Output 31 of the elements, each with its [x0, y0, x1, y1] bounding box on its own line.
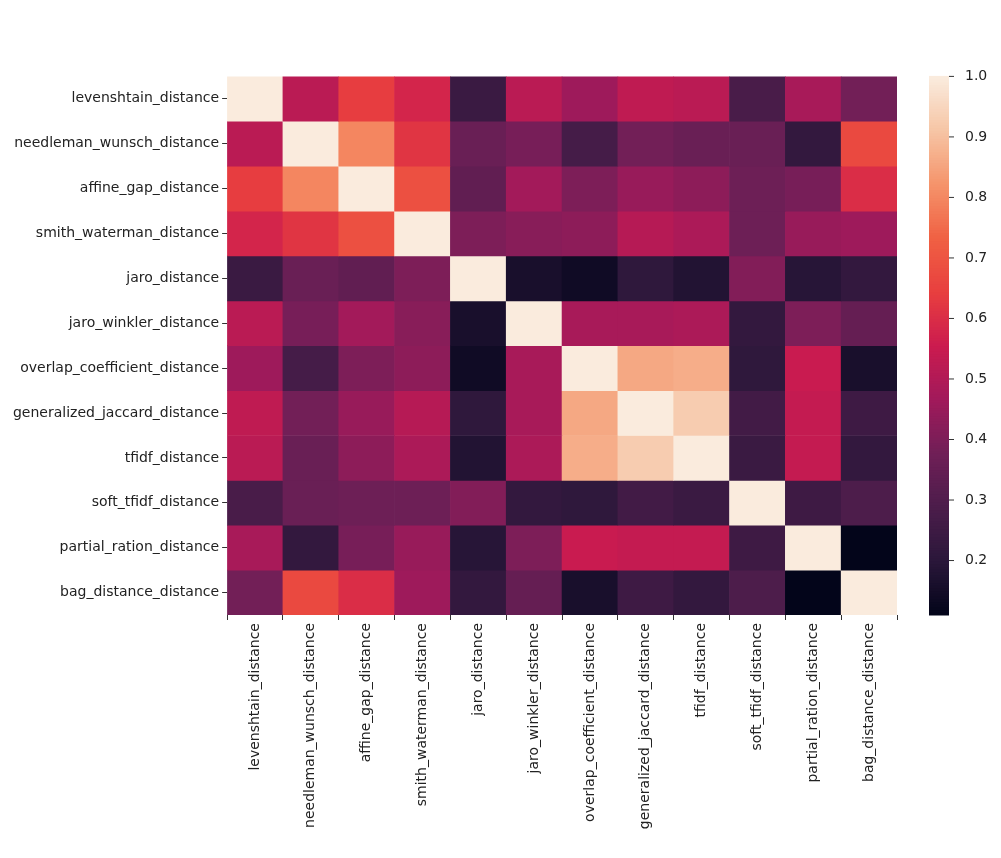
y-tick-label: needleman_wunsch_distance — [14, 134, 220, 151]
color-bar-label: 0.7 — [965, 248, 988, 265]
x-tick-label: bag_distance_distance — [859, 623, 876, 782]
y-tick-label: partial_ration_distance — [59, 538, 220, 555]
x-tick-label: partial_ration_distance — [803, 623, 820, 783]
x-tick-label: generalized_jaccard_distance — [636, 623, 653, 830]
y-tick-label: soft_tfidf_distance — [91, 493, 220, 510]
y-tick-label: tfidf_distance — [124, 448, 220, 465]
x-tick-label: jaro_winkler_distance — [524, 623, 541, 775]
color-bar-label: 0.6 — [965, 309, 988, 326]
color-bar-label: 0.4 — [965, 430, 988, 447]
y-tick-label: bag_distance_distance — [60, 583, 220, 600]
x-tick-label: jaro_distance — [468, 623, 485, 717]
x-tick-label: affine_gap_distance — [357, 623, 374, 763]
x-tick-label: overlap_coefficient_distance — [580, 623, 597, 822]
color-bar-label: 0.8 — [965, 188, 988, 205]
color-bar-label: 0.3 — [965, 490, 988, 507]
y-tick-label: generalized_jaccard_distance — [12, 403, 220, 420]
y-tick-label: affine_gap_distance — [79, 179, 220, 196]
x-tick-label: tfidf_distance — [692, 623, 709, 718]
y-tick-label: smith_waterman_distance — [35, 224, 220, 241]
y-tick-label: overlap_coefficient_distance — [20, 358, 220, 375]
x-tick-label: soft_tfidf_distance — [748, 623, 765, 751]
y-tick-label: jaro_distance — [125, 269, 220, 286]
color-bar-label: 0.5 — [965, 369, 988, 386]
x-tick-label: smith_waterman_distance — [413, 623, 430, 807]
y-tick-label: levenshtain_distance — [71, 89, 220, 106]
color-bar-label: 0.2 — [965, 551, 988, 568]
y-tick-label: jaro_winkler_distance — [67, 313, 220, 330]
color-bar-label: 0.9 — [965, 127, 988, 144]
color-bar-label: 1.0 — [965, 67, 988, 84]
